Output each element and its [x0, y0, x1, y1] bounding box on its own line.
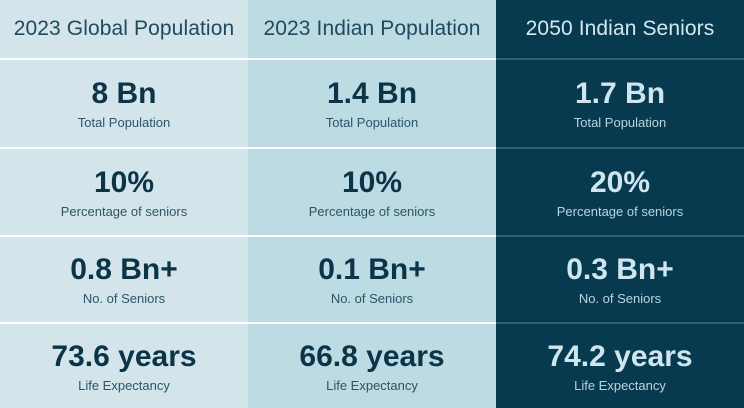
stat-cell-global-senior-count: 0.8 Bn+ No. of Seniors — [0, 235, 248, 322]
stat-cell-global-senior-percentage: 10% Percentage of seniors — [0, 147, 248, 235]
stat-cell-india-total-population: 1.4 Bn Total Population — [248, 58, 496, 147]
stat-value: 1.4 Bn — [326, 77, 418, 110]
stat-label: Total Population — [77, 115, 171, 130]
stat-cell-india-life-expectancy: 66.8 years Life Expectancy — [248, 322, 496, 408]
stat-cell-global-life-expectancy: 73.6 years Life Expectancy — [0, 322, 248, 408]
stat-label: Life Expectancy — [78, 377, 170, 393]
stat-value: 74.2 years — [547, 339, 693, 373]
stat-cell-india-senior-percentage: 10% Percentage of seniors — [248, 147, 496, 235]
column-header-global-2023: 2023 Global Population — [0, 0, 248, 58]
stat-label: No. of Seniors — [82, 291, 166, 306]
stat-label: Percentage of seniors — [60, 203, 188, 219]
stat-value: 1.7 Bn — [574, 77, 666, 110]
stat-value: 0.3 Bn+ — [566, 253, 674, 286]
stat-value: 8 Bn — [91, 77, 157, 110]
stat-value: 10% — [93, 165, 155, 199]
stat-value: 66.8 years — [299, 339, 445, 373]
stat-label: No. of Seniors — [330, 291, 414, 306]
column-header-india-2023: 2023 Indian Population — [248, 0, 496, 58]
stat-cell-seniors-senior-percentage: 20% Percentage of seniors — [496, 147, 744, 235]
stat-label: Percentage of seniors — [556, 203, 684, 219]
stat-cell-seniors-total-population: 1.7 Bn Total Population — [496, 58, 744, 147]
stat-label: Total Population — [325, 115, 419, 130]
stat-cell-global-total-population: 8 Bn Total Population — [0, 58, 248, 147]
stat-label: Life Expectancy — [574, 377, 666, 393]
stat-label: No. of Seniors — [578, 291, 662, 306]
column-header-india-seniors-2050: 2050 Indian Seniors — [496, 0, 744, 58]
stat-value: 0.1 Bn+ — [318, 253, 426, 286]
stat-value: 20% — [589, 165, 651, 199]
stat-cell-seniors-senior-count: 0.3 Bn+ No. of Seniors — [496, 235, 744, 322]
stat-cell-india-senior-count: 0.1 Bn+ No. of Seniors — [248, 235, 496, 322]
stat-value: 0.8 Bn+ — [70, 253, 178, 286]
stat-label: Total Population — [573, 115, 667, 130]
stat-label: Life Expectancy — [326, 377, 418, 393]
stat-label: Percentage of seniors — [308, 203, 436, 219]
stat-value: 73.6 years — [51, 339, 197, 373]
stat-value: 10% — [341, 165, 403, 199]
stat-cell-seniors-life-expectancy: 74.2 years Life Expectancy — [496, 322, 744, 408]
